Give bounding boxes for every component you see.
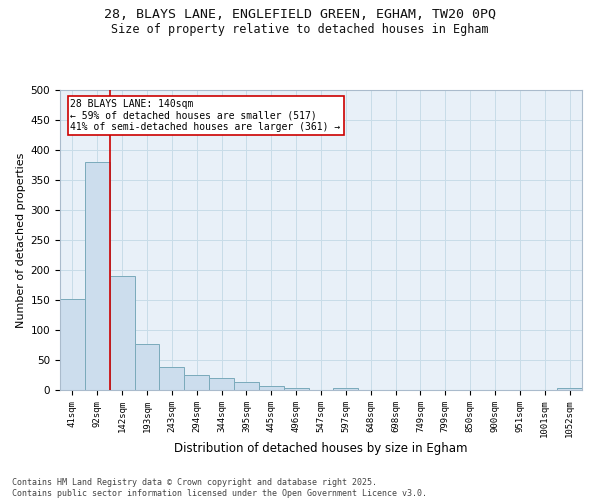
Bar xyxy=(85,162,110,390)
Y-axis label: Number of detached properties: Number of detached properties xyxy=(16,152,26,328)
Bar xyxy=(60,299,85,390)
Bar xyxy=(234,382,259,390)
Bar xyxy=(259,386,284,390)
Text: Size of property relative to detached houses in Egham: Size of property relative to detached ho… xyxy=(111,22,489,36)
Bar xyxy=(284,388,308,390)
Bar xyxy=(334,388,358,390)
Bar xyxy=(184,375,209,390)
Text: 28, BLAYS LANE, ENGLEFIELD GREEN, EGHAM, TW20 0PQ: 28, BLAYS LANE, ENGLEFIELD GREEN, EGHAM,… xyxy=(104,8,496,20)
Bar xyxy=(134,344,160,390)
Bar xyxy=(110,276,134,390)
Text: Contains HM Land Registry data © Crown copyright and database right 2025.
Contai: Contains HM Land Registry data © Crown c… xyxy=(12,478,427,498)
Bar xyxy=(160,366,184,390)
Text: 28 BLAYS LANE: 140sqm
← 59% of detached houses are smaller (517)
41% of semi-det: 28 BLAYS LANE: 140sqm ← 59% of detached … xyxy=(70,99,341,132)
X-axis label: Distribution of detached houses by size in Egham: Distribution of detached houses by size … xyxy=(174,442,468,454)
Bar xyxy=(557,388,582,390)
Bar xyxy=(209,378,234,390)
